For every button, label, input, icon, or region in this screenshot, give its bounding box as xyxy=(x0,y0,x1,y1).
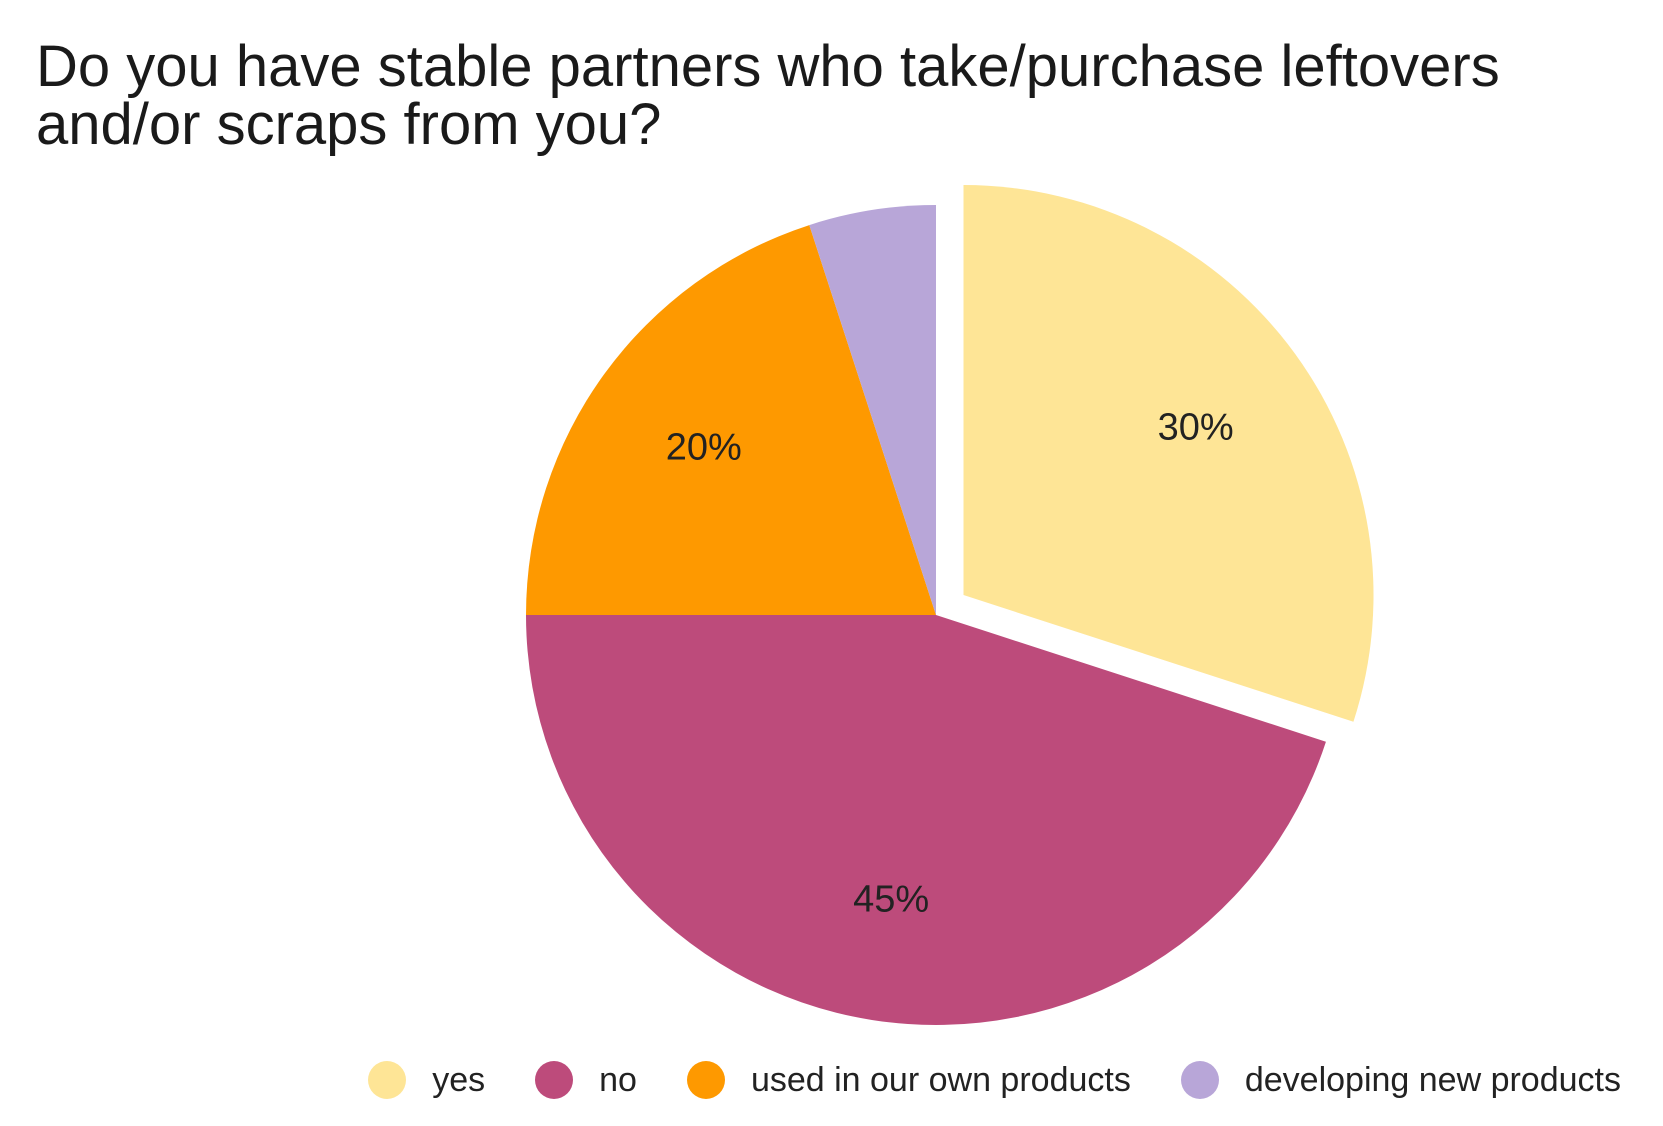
legend-label: developing new products xyxy=(1244,1060,1621,1099)
legend-item-used-in-our-own-products: used in our own products xyxy=(686,1060,1131,1100)
legend-swatch xyxy=(1180,1061,1219,1099)
legend-label: no xyxy=(599,1060,637,1099)
slice-label-no: 45% xyxy=(853,878,929,920)
legend-swatch xyxy=(686,1061,725,1099)
legend-item-no: no xyxy=(535,1061,637,1100)
legend-item-yes: yes xyxy=(368,1061,485,1100)
chart-title: Do you have stable partners who take/pur… xyxy=(36,34,1500,157)
pie-slice-developing-new-products xyxy=(809,205,936,615)
legend: yes no used in our own products developing … xyxy=(0,1055,1663,1105)
slice-label-used-in-our-own-products: 20% xyxy=(666,426,742,468)
legend-swatch xyxy=(535,1061,574,1099)
legend-label: used in our own products xyxy=(750,1060,1131,1099)
pie-slice-no xyxy=(526,615,1326,1026)
legend-item-developing-new-products: developing new products xyxy=(1180,1060,1621,1100)
pie-slice-used-in-our-own-products xyxy=(526,225,936,615)
legend-label: yes xyxy=(432,1060,486,1099)
pie-slice-yes xyxy=(963,185,1374,722)
legend-swatch xyxy=(368,1061,407,1099)
slice-label-yes: 30% xyxy=(1158,406,1234,448)
